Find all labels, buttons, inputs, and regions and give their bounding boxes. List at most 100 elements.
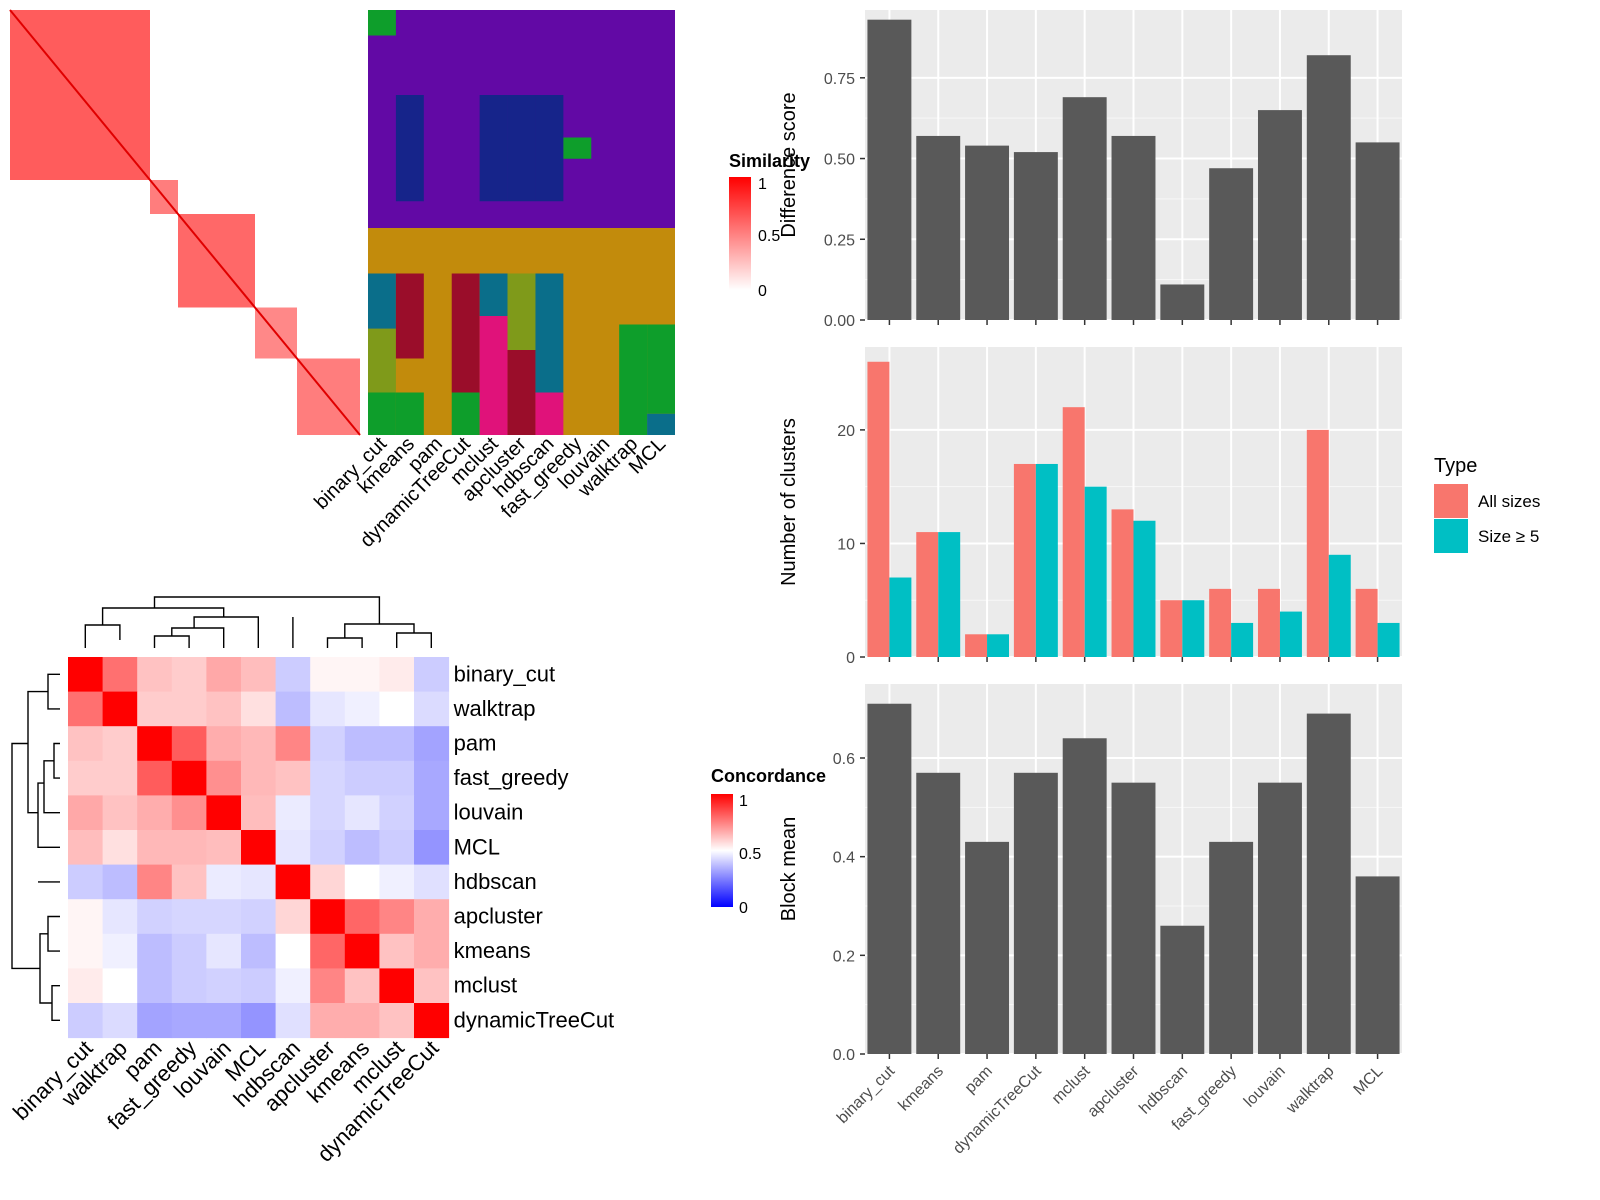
- number-of-clusters-bar-mclust-all-sizes: [1062, 407, 1085, 657]
- concordance-cell-kmeans-mcl: [241, 933, 277, 969]
- left-dendrogram-link-10: [39, 933, 52, 1004]
- concordance-cell-hdbscan-walktrap: [102, 864, 138, 900]
- difference-score-ylabel: Difference score: [778, 92, 800, 237]
- left-dendrogram-link-11: [11, 742, 40, 970]
- number-of-clusters-bar-walktrap-size-5: [1328, 554, 1351, 657]
- concordance-cell-fast-greedy-mclust: [379, 760, 415, 796]
- concordance-cell-hdbscan-mclust: [379, 864, 415, 900]
- number-of-clusters-bar-hdbscan-all-sizes: [1160, 600, 1183, 657]
- cluster-cell-mcl-1: [647, 324, 675, 414]
- concordance-cell-pam-mclust: [379, 726, 415, 762]
- concordance-cell-dynamictreecut-binary-cut: [68, 1003, 104, 1039]
- concordance-cell-walktrap-louvain: [206, 691, 242, 727]
- concordance-cell-walktrap-fast-greedy: [171, 691, 207, 727]
- concordance-cell-apcluster-mcl: [241, 899, 277, 935]
- cluster-membership-heatmap: binary_cutkmeanspamdynamicTreeCutmclusta…: [310, 10, 675, 552]
- concordance-cell-binary-cut-hdbscan: [275, 657, 311, 693]
- concordance-cell-kmeans-kmeans: [344, 933, 380, 969]
- concordance-cell-pam-walktrap: [102, 726, 138, 762]
- concordance-cell-hdbscan-louvain: [206, 864, 242, 900]
- concordance-cell-pam-dynamictreecut: [414, 726, 450, 762]
- difference-score-bar-apcluster: [1111, 135, 1156, 320]
- concordance-cell-apcluster-apcluster: [310, 899, 346, 935]
- concordance-legend-tick-1: 1: [739, 793, 748, 810]
- cluster-cell-kmeans-3: [395, 392, 424, 435]
- cluster-cell-walktrap-1: [619, 324, 648, 384]
- concordance-cell-fast-greedy-fast-greedy: [171, 760, 207, 796]
- concordance-cell-louvain-pam: [137, 795, 173, 831]
- concordance-row-label-hdbscan: hdbscan: [454, 869, 537, 894]
- concordance-cell-fast-greedy-kmeans: [344, 760, 380, 796]
- difference-score-bar-kmeans: [916, 135, 961, 320]
- concordance-cell-mclust-fast-greedy: [171, 968, 207, 1004]
- left-dendrogram-link-3: [43, 760, 60, 814]
- cluster-cell-kmeans-1: [395, 95, 424, 202]
- block-mean-ytick-label-1: 0.0: [833, 1047, 855, 1064]
- concordance-cell-fast-greedy-pam: [137, 760, 173, 796]
- block-mean-bar-mcl: [1355, 876, 1400, 1054]
- cluster-cell-mclust-3: [479, 316, 508, 435]
- concordance-cell-mclust-dynamictreecut: [414, 968, 450, 1004]
- top-dendrogram-link-5: [193, 616, 259, 628]
- concordance-cell-apcluster-walktrap: [102, 899, 138, 935]
- type-legend-swatch-size-5: [1434, 519, 1468, 553]
- concordance-cell-binary-cut-kmeans: [344, 657, 380, 693]
- difference-score-chart: 0.00 0.25 0.50 0.75 Difference score: [778, 10, 1402, 330]
- number-of-clusters-bar-walktrap-all-sizes: [1306, 429, 1329, 657]
- difference-score-bar-pam: [965, 145, 1010, 320]
- concordance-cell-fast-greedy-apcluster: [310, 760, 346, 796]
- number-of-clusters-bar-dynamictreecut-all-sizes: [1013, 463, 1036, 657]
- difference-score-ytick-label-3: 0.50: [824, 152, 855, 169]
- top-dendrogram-link-3: [171, 627, 225, 648]
- concordance-cell-kmeans-walktrap: [102, 933, 138, 969]
- block-mean-bar-mclust: [1062, 738, 1107, 1054]
- number-of-clusters-ytick-label-3: 20: [837, 423, 855, 440]
- concordance-cell-walktrap-dynamictreecut: [414, 691, 450, 727]
- concordance-cell-binary-cut-walktrap: [102, 657, 138, 693]
- block-mean-bar-pam: [965, 841, 1010, 1054]
- concordance-cell-louvain-binary-cut: [68, 795, 104, 831]
- concordance-cell-binary-cut-mcl: [241, 657, 277, 693]
- concordance-cell-mcl-pam: [137, 830, 173, 866]
- concordance-cell-apcluster-louvain: [206, 899, 242, 935]
- type-legend-title: Type: [1434, 455, 1477, 477]
- concordance-cell-dynamictreecut-apcluster: [310, 1003, 346, 1039]
- concordance-cell-walktrap-hdbscan: [275, 691, 311, 727]
- concordance-cell-louvain-mcl: [241, 795, 277, 831]
- number-of-clusters-bar-binary-cut-size-5: [889, 577, 912, 657]
- number-of-clusters-bar-kmeans-all-sizes: [916, 532, 939, 657]
- concordance-cell-pam-binary-cut: [68, 726, 104, 762]
- concordance-cell-mclust-kmeans: [344, 968, 380, 1004]
- concordance-row-label-mcl: MCL: [454, 834, 500, 859]
- concordance-cell-louvain-dynamictreecut: [414, 795, 450, 831]
- number-of-clusters-bar-mcl-size-5: [1377, 622, 1400, 657]
- concordance-cell-binary-cut-louvain: [206, 657, 242, 693]
- concordance-cell-hdbscan-binary-cut: [68, 864, 104, 900]
- cluster-cell-dynamictreecut-1: [451, 273, 480, 393]
- number-of-clusters-bar-fast-greedy-all-sizes: [1209, 588, 1232, 657]
- concordance-cell-apcluster-mclust: [379, 899, 415, 935]
- cluster-cell-apcluster-2: [507, 273, 536, 350]
- concordance-cell-pam-mcl: [241, 726, 277, 762]
- concordance-cell-dynamictreecut-walktrap: [102, 1003, 138, 1039]
- top-dendrogram-link-1: [84, 624, 121, 648]
- cluster-cell-dynamictreecut-2: [451, 392, 480, 435]
- number-of-clusters-chart: 0 10 20 Number of clusters: [778, 347, 1402, 667]
- difference-score-bar-mclust: [1062, 97, 1107, 320]
- concordance-cell-louvain-fast-greedy: [171, 795, 207, 831]
- concordance-cell-louvain-mclust: [379, 795, 415, 831]
- concordance-cell-mclust-louvain: [206, 968, 242, 1004]
- concordance-cell-kmeans-fast-greedy: [171, 933, 207, 969]
- difference-score-bar-binary-cut: [867, 19, 912, 320]
- concordance-legend-tick-05: 0.5: [739, 846, 761, 863]
- concordance-cell-binary-cut-dynamictreecut: [414, 657, 450, 693]
- number-of-clusters-bar-pam-size-5: [987, 634, 1010, 657]
- concordance-row-label-pam: pam: [454, 731, 497, 756]
- block-mean-xtick-label-kmeans: kmeans: [895, 1063, 947, 1115]
- top-dendrogram-link-11: [153, 596, 381, 624]
- left-dendrogram-link-2: [53, 742, 60, 779]
- difference-score-bar-mcl: [1355, 142, 1400, 320]
- concordance-col-labels: binary_cutwalktrappamfast_greedylouvainM…: [8, 1035, 443, 1166]
- concordance-cell-pam-pam: [137, 726, 173, 762]
